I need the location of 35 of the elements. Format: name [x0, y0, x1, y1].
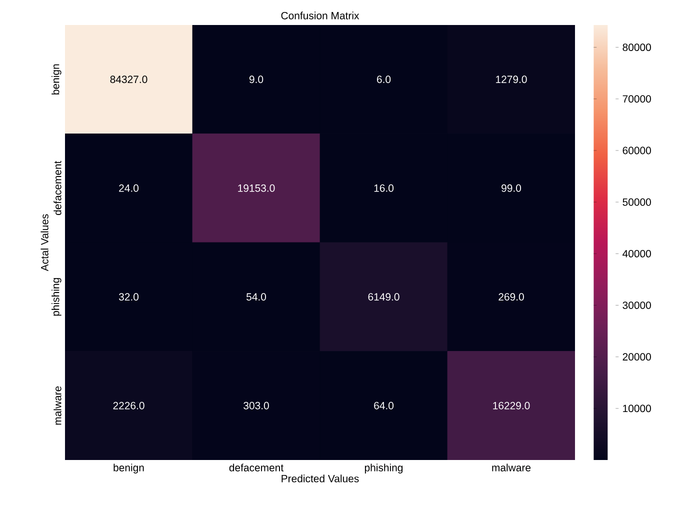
- data-label: 6149.0: [368, 293, 400, 301]
- data-label: 303.0: [244, 402, 269, 410]
- data-label: 54.0: [246, 293, 266, 301]
- color-bar-label: 80000: [622, 44, 651, 52]
- color-bar-label: 30000: [622, 302, 651, 309]
- x-axis-title: Predicted Values: [282, 474, 359, 482]
- color-bar-label: 70000: [622, 95, 651, 103]
- color-bar-label: 60000: [622, 146, 651, 154]
- data-label: 32.0: [118, 293, 139, 301]
- color-bar-label: 20000: [622, 353, 651, 361]
- data-label: 19153.0: [238, 184, 275, 192]
- y-axis-title: Actal Values: [40, 214, 48, 272]
- x-tick-label: malware: [492, 464, 531, 472]
- y-tick-label: malware: [54, 386, 62, 425]
- data-label: 84327.0: [110, 76, 148, 84]
- x-tick-label: benign: [114, 464, 144, 474]
- data-label: 1279.0: [496, 76, 527, 84]
- y-tick-label: phishing: [52, 278, 62, 316]
- x-tick-label: defacement: [229, 464, 284, 472]
- data-label: 2226.0: [113, 402, 144, 410]
- data-label: 16229.0: [493, 402, 530, 410]
- data-label: 64.0: [374, 402, 394, 410]
- data-label: 9.0: [249, 76, 264, 84]
- y-tick-label: benign: [52, 64, 62, 94]
- data-label: 269.0: [498, 293, 524, 301]
- color-bar-label: 40000: [622, 250, 651, 258]
- y-tick-label: defacement: [54, 160, 62, 216]
- chart-title: Confusion Matrix: [281, 12, 360, 20]
- data-label: 16.0: [374, 184, 394, 192]
- data-label: 6.0: [377, 76, 391, 84]
- color-bar-label: 10000: [623, 404, 651, 412]
- data-label: 99.0: [502, 184, 522, 192]
- x-tick-label: phishing: [364, 464, 403, 474]
- data-label: 24.0: [119, 184, 139, 192]
- color-bar-label: 50000: [622, 198, 651, 206]
